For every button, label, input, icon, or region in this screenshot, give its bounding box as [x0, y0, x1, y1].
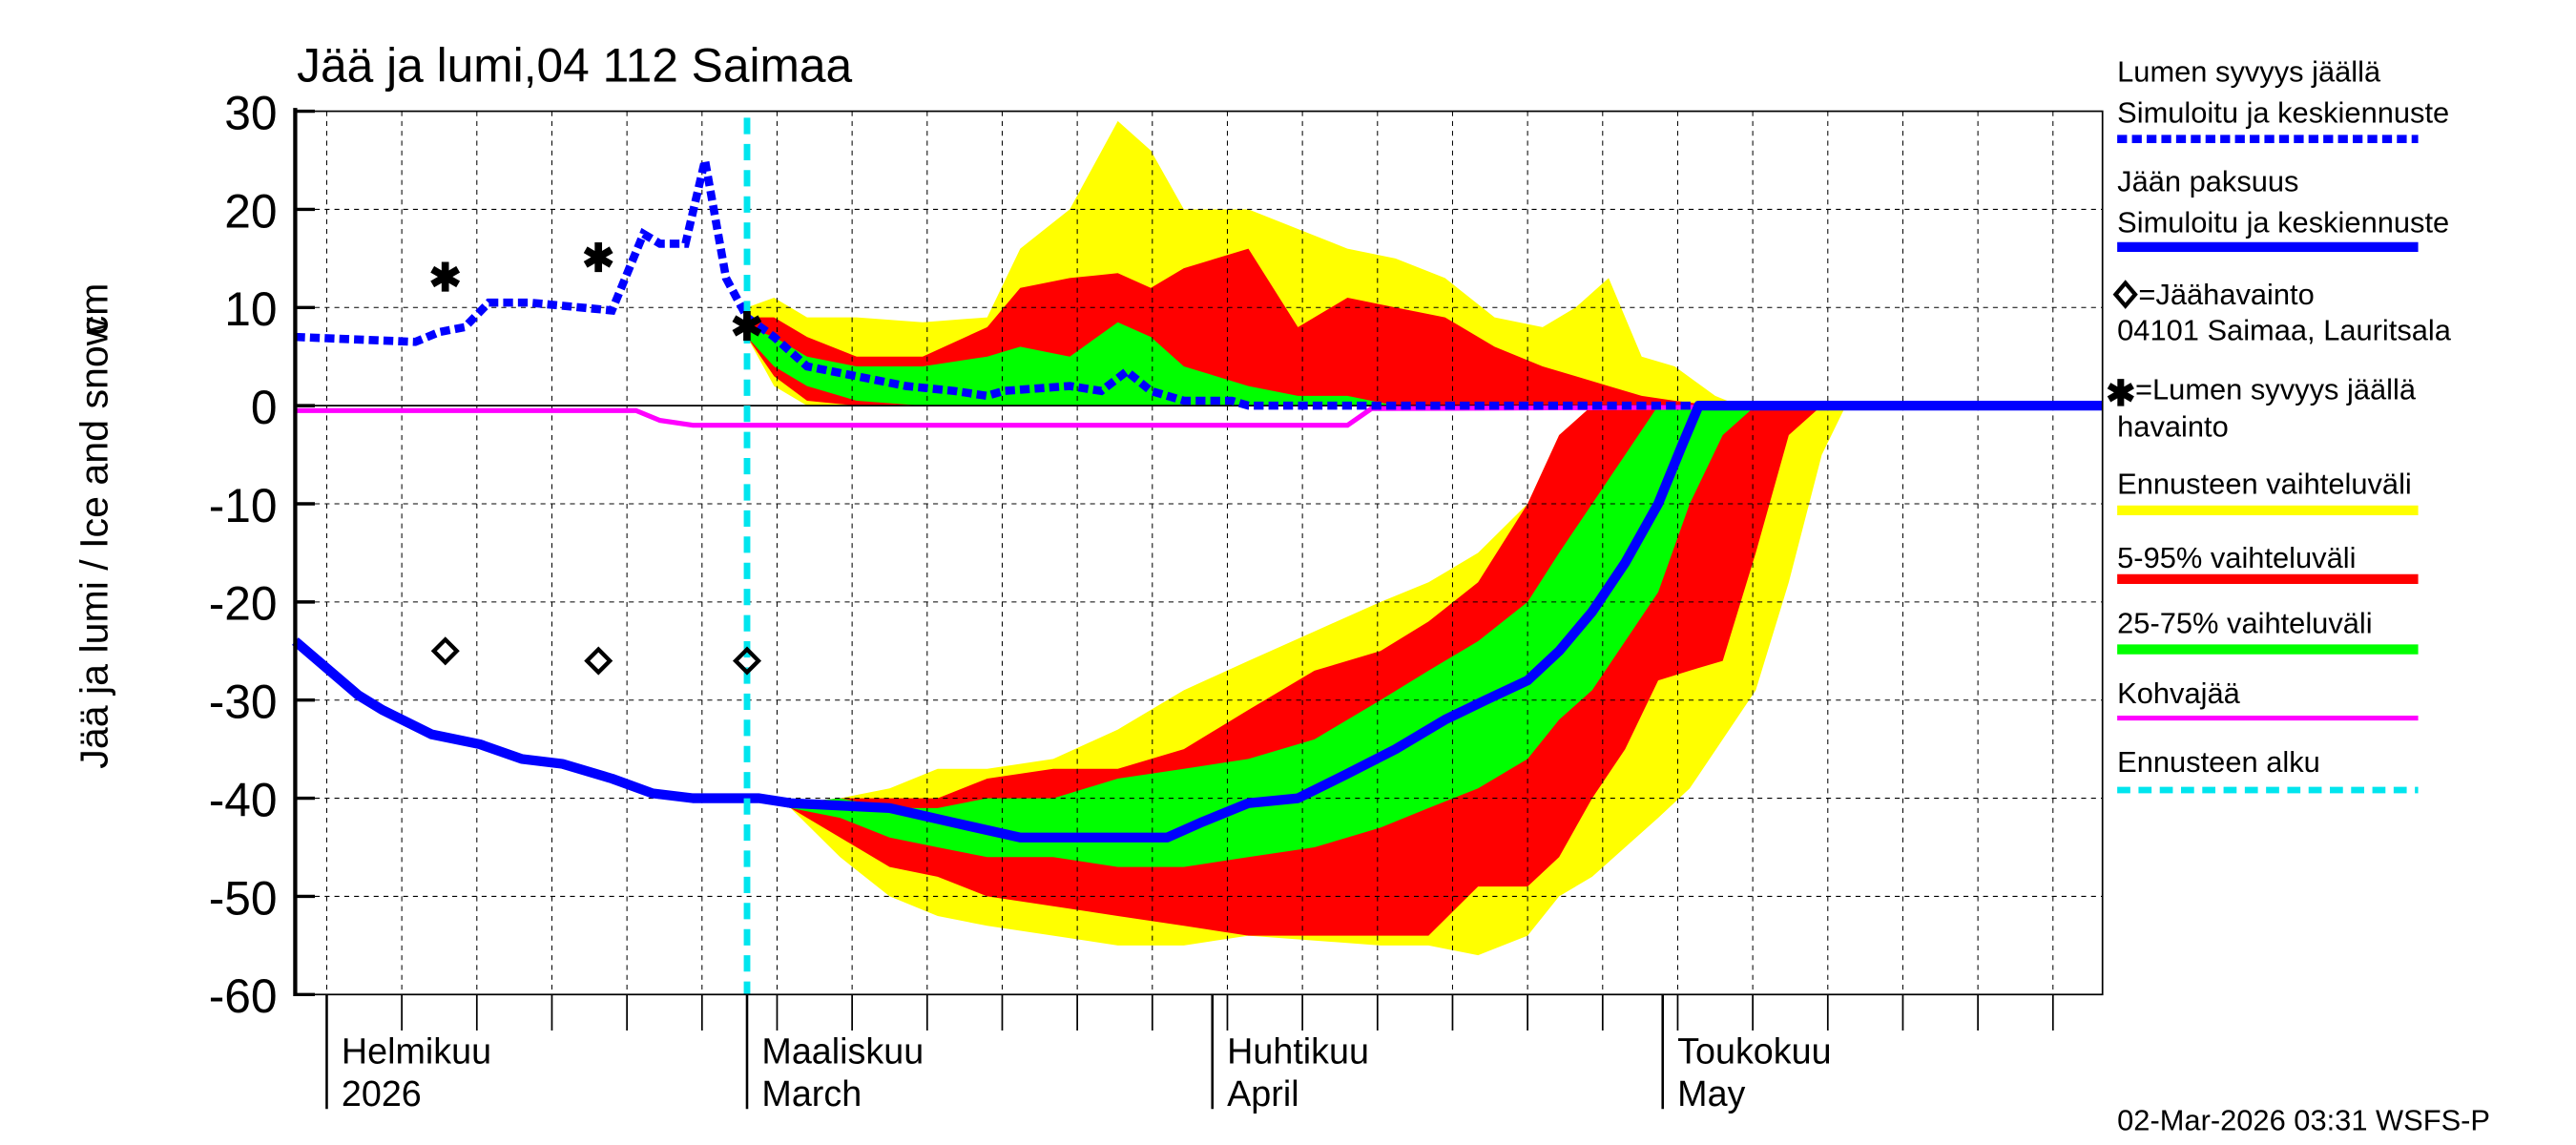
y-tick-label: 0: [251, 381, 278, 434]
y-tick-label: 30: [224, 86, 277, 139]
y-tick-label: 10: [224, 282, 277, 336]
y-tick-label: -30: [209, 676, 278, 729]
y-tick-label: -60: [209, 969, 278, 1023]
legend-diamond-icon: [2112, 280, 2138, 309]
y-tick-label: -50: [209, 871, 278, 925]
month-label-fi: Toukokuu: [1677, 1030, 1831, 1071]
series-lines: [292, 117, 2103, 995]
month-label-en: April: [1227, 1073, 1298, 1114]
ice-range-25-75-band: [747, 406, 1846, 867]
y-tick-label: 20: [224, 184, 277, 238]
legend-ice-obs: =Jäähavainto: [2138, 278, 2314, 311]
y-tick-label: -10: [209, 479, 278, 532]
legend-range-25-75: 25-75% vaihteluväli: [2117, 606, 2372, 639]
snow-range-25-75-band: [747, 322, 1739, 406]
y-axis-ticks: 30 20 10 0 -10 -20 -30 -40 -50 -60: [209, 86, 315, 1023]
legend-forecast-start: Ennusteen alku: [2117, 745, 2320, 779]
month-label-fi: Helmikuu: [342, 1030, 491, 1071]
legend-ice-title: Jään paksuus: [2117, 165, 2298, 198]
legend-range-full: Ennusteen vaihteluväli: [2117, 468, 2412, 501]
forecast-bands: [747, 120, 1846, 956]
legend-snow-obs: =Lumen syvyys jäällä: [2135, 372, 2417, 406]
grid-lines: [295, 111, 2103, 995]
month-label-en: March: [761, 1073, 862, 1114]
legend-snow-title: Lumen syvyys jäällä: [2117, 55, 2381, 89]
legend-ice-sub: Simuloitu ja keskiennuste: [2117, 205, 2449, 239]
ice-observation-diamond: [732, 646, 762, 676]
legend-star-icon: ✱: [2106, 373, 2136, 413]
snow-observation-star: ✱: [582, 237, 614, 281]
y-axis-label: Jää ja lumi / Ice and snow: [72, 317, 115, 768]
y-axis-unit: cm: [72, 283, 115, 336]
snow-observation-star: ✱: [731, 305, 763, 349]
legend: Lumen syvyys jäällä Simuloitu ja keskien…: [2106, 55, 2452, 794]
month-label-fi: Maaliskuu: [761, 1030, 924, 1071]
ice-observation-diamond: [430, 636, 460, 666]
ice-observation-diamond: [584, 646, 613, 676]
legend-snow-obs-sub: havainto: [2117, 410, 2229, 444]
y-tick-label: -40: [209, 773, 278, 826]
month-label-en: 2026: [342, 1073, 422, 1114]
slush-ice-line: [295, 403, 2103, 428]
legend-range-5-95: 5-95% vaihteluväli: [2117, 541, 2356, 574]
legend-ice-obs-station: 04101 Saimaa, Lauritsala: [2117, 314, 2452, 347]
legend-snow-sub: Simuloitu ja keskiennuste: [2117, 96, 2449, 130]
y-tick-label: -20: [209, 577, 278, 631]
chart-title: Jää ja lumi,04 112 Saimaa: [297, 39, 852, 93]
month-label-fi: Huhtikuu: [1227, 1030, 1369, 1071]
month-label-en: May: [1677, 1073, 1745, 1114]
footer-timestamp: 02-Mar-2026 03:31 WSFS-P: [2117, 1104, 2490, 1137]
observations: ✱ ✱ ✱: [429, 237, 763, 676]
legend-slush: Kohvajää: [2117, 677, 2240, 710]
snow-depth-line: [295, 159, 2103, 410]
snow-observation-star: ✱: [429, 256, 462, 300]
ice-thickness-line: [292, 400, 2103, 843]
